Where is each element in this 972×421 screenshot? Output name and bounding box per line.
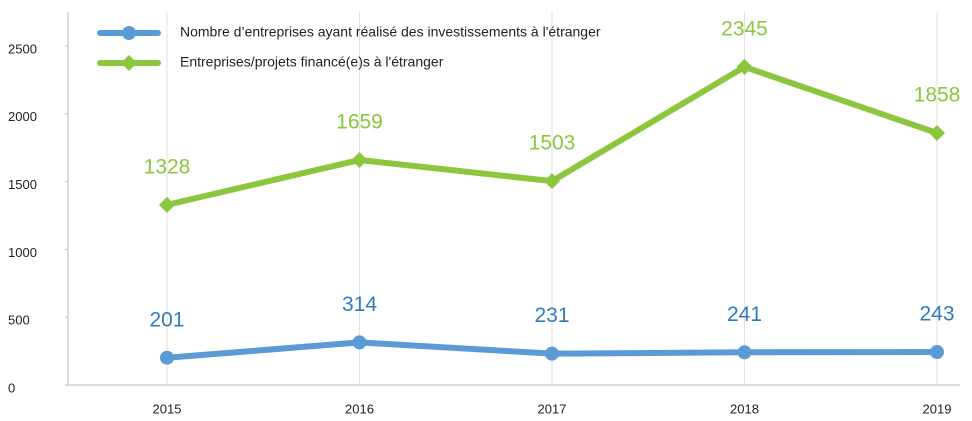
value-label: 314 (342, 293, 377, 316)
x-tick-label: 2015 (153, 401, 182, 416)
value-label: 1503 (529, 132, 576, 155)
y-tick-label: 500 (8, 313, 30, 328)
legend-label: Nombre d’entreprises ayant réalisé des i… (180, 24, 601, 40)
value-label: 1659 (336, 111, 383, 134)
point (351, 151, 368, 168)
y-tick-label: 0 (8, 380, 15, 395)
point (545, 346, 559, 361)
x-tick-label: 2018 (730, 401, 759, 416)
x-tick-label: 2016 (345, 401, 374, 416)
y-tick-label: 2000 (8, 109, 37, 124)
point (160, 350, 174, 365)
value-label: 2345 (721, 17, 768, 40)
legend-label: Entreprises/projets financé(e)s à l'étra… (180, 54, 444, 70)
y-tick-label: 2500 (8, 41, 37, 56)
value-label: 241 (727, 303, 762, 326)
legend-marker (122, 26, 136, 40)
point (544, 173, 560, 190)
value-label: 231 (534, 304, 569, 327)
legend-marker (121, 55, 137, 71)
point (929, 124, 945, 141)
y-tick-label: 1500 (8, 177, 37, 192)
value-label: 201 (149, 308, 184, 331)
point (737, 345, 752, 360)
point (736, 58, 753, 75)
x-tick-label: 2019 (923, 401, 952, 416)
value-label: 1328 (144, 155, 191, 178)
x-tick-label: 2017 (538, 401, 567, 416)
y-tick-label: 1000 (8, 245, 37, 260)
value-label: 1858 (914, 84, 961, 107)
value-label: 243 (919, 303, 954, 326)
point (159, 196, 175, 213)
point (930, 345, 944, 360)
point (352, 335, 367, 350)
